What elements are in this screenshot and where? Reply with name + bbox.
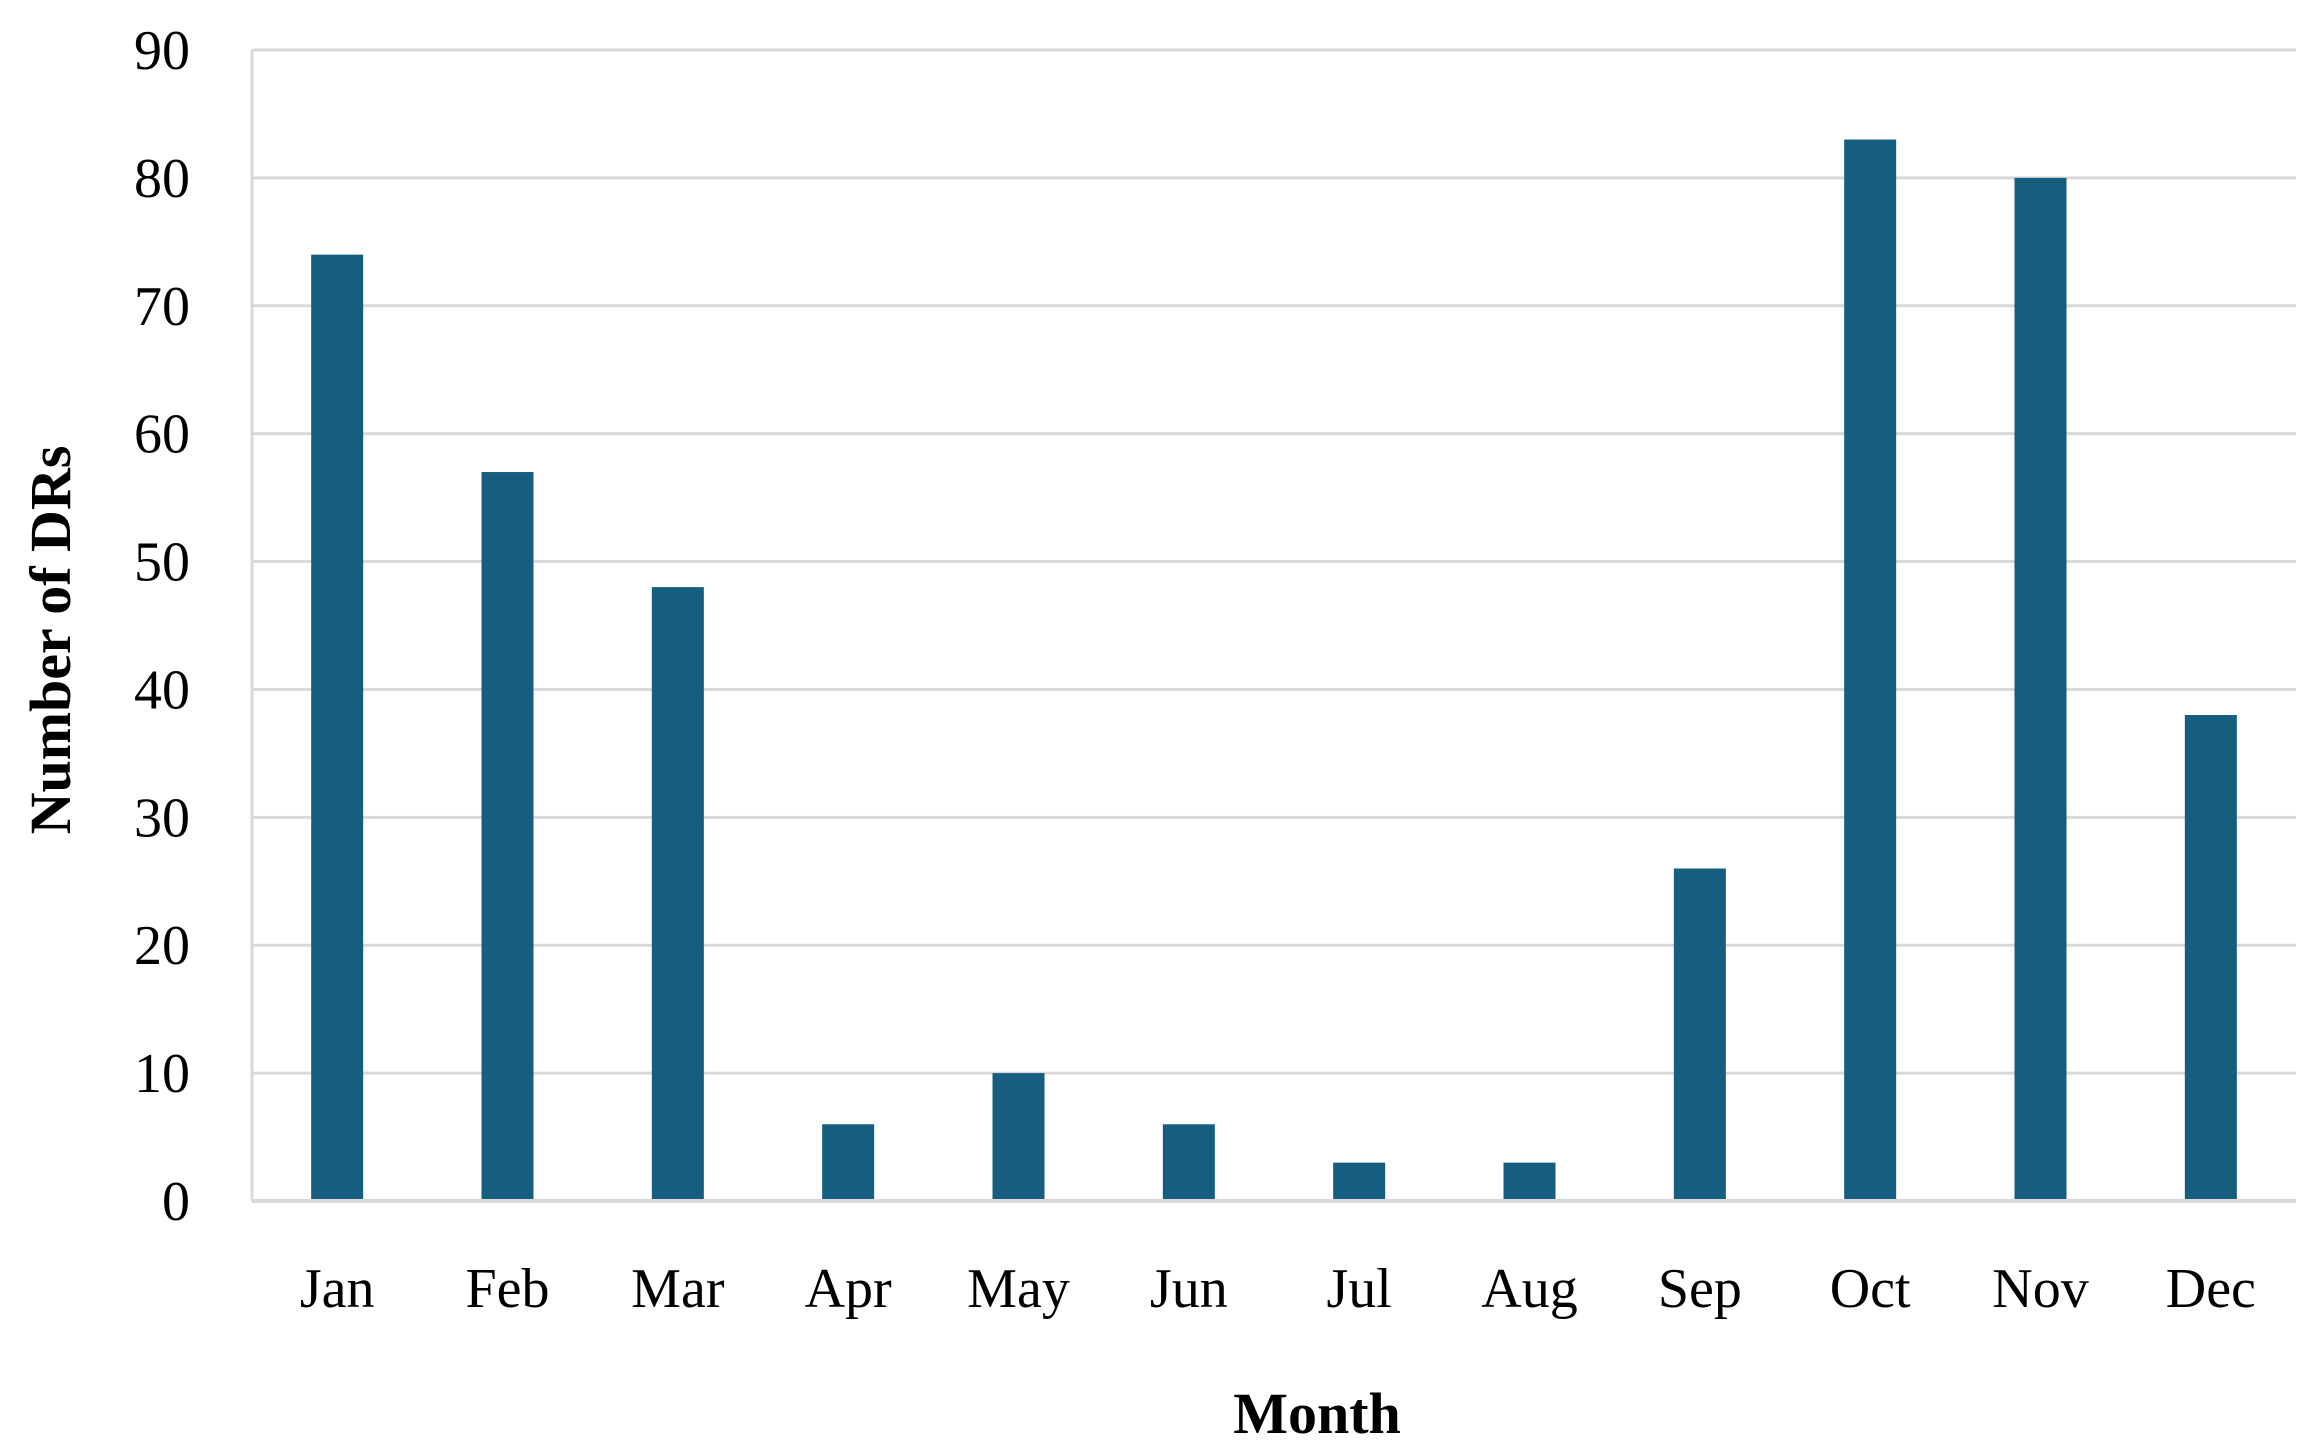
- bar-jan: [311, 254, 364, 1202]
- bar-mar: [651, 587, 704, 1201]
- y-tick-label: 70: [134, 276, 190, 338]
- x-tick-label: Dec: [2166, 1258, 2256, 1320]
- bar-feb: [481, 472, 534, 1201]
- y-tick-label: 0: [162, 1171, 190, 1233]
- y-axis-title: Number of DRs: [18, 446, 83, 835]
- y-tick-label: 30: [134, 787, 190, 849]
- y-tick-label: 40: [134, 659, 190, 721]
- x-tick-label: Jul: [1326, 1258, 1391, 1320]
- y-tick-label: 50: [134, 532, 190, 594]
- bar-jun: [1162, 1124, 1215, 1201]
- y-tick-label: 90: [134, 20, 190, 82]
- bar-aug: [1503, 1162, 1556, 1201]
- y-axis-ticks: 0 10 20 30 40 50 60 70 80 90: [134, 20, 190, 1233]
- bar-may: [992, 1073, 1045, 1201]
- bar-jul: [1333, 1162, 1386, 1201]
- bar-oct: [1844, 139, 1897, 1201]
- x-tick-label: Oct: [1830, 1258, 1911, 1320]
- x-axis-title: Month: [1233, 1381, 1401, 1446]
- x-tick-label: Jun: [1150, 1258, 1228, 1320]
- y-tick-label: 10: [134, 1043, 190, 1105]
- x-tick-label: Sep: [1658, 1258, 1742, 1320]
- x-tick-label: Feb: [466, 1258, 550, 1320]
- bar-apr: [822, 1124, 875, 1201]
- x-axis-ticks: Jan Feb Mar Apr May Jun Jul Aug Sep Oct Nov Dec: [300, 1258, 2256, 1320]
- x-tick-label: Aug: [1481, 1258, 1577, 1320]
- bar-dec: [2184, 715, 2237, 1201]
- x-tick-label: Nov: [1992, 1258, 2088, 1320]
- y-tick-label: 80: [134, 148, 190, 210]
- y-tick-label: 60: [134, 404, 190, 466]
- bar-sep: [1673, 868, 1726, 1201]
- bars: [311, 139, 2237, 1202]
- x-tick-label: Mar: [631, 1258, 725, 1320]
- bar-nov: [2014, 177, 2067, 1201]
- x-tick-label: Jan: [300, 1258, 375, 1320]
- gridlines: [250, 48, 2296, 1201]
- y-tick-label: 20: [134, 915, 190, 977]
- x-tick-label: Apr: [805, 1258, 892, 1320]
- x-tick-label: May: [967, 1258, 1070, 1320]
